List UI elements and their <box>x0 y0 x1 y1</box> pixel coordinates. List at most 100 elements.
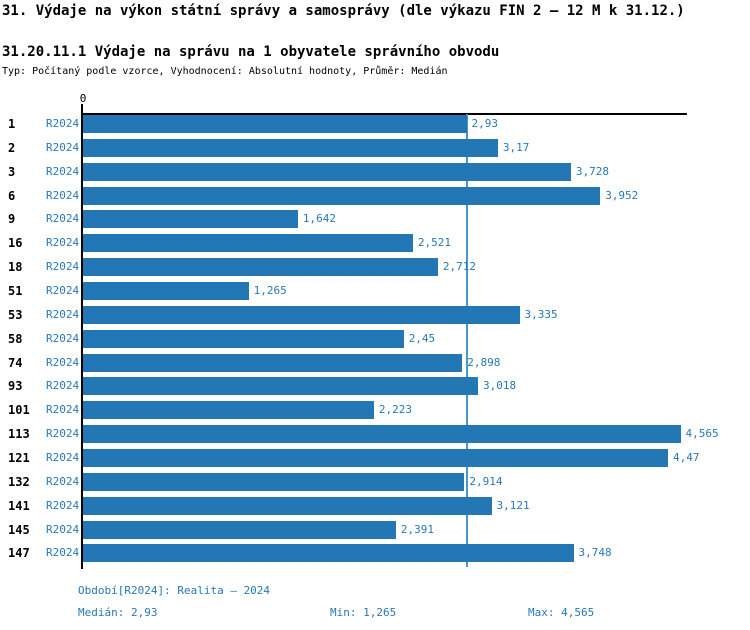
series-label: R2024 <box>46 260 80 274</box>
bar-row: 141 R2024 3,121 <box>0 496 750 515</box>
bar[interactable] <box>83 353 463 372</box>
series-label: R2024 <box>46 379 80 393</box>
bar[interactable] <box>83 210 298 229</box>
series-label: R2024 <box>46 188 80 202</box>
bar[interactable] <box>83 329 404 348</box>
row-category-label: 132 <box>8 474 30 489</box>
series-label: R2024 <box>46 117 80 130</box>
series-label: R2024 <box>46 331 80 345</box>
bar-row: 147 R2024 3,748 <box>0 544 750 563</box>
bar[interactable] <box>83 162 571 181</box>
median-reference-line <box>465 114 468 567</box>
bar-value-label: 4,565 <box>685 427 719 441</box>
bar-row: 6 R2024 3,952 <box>0 186 750 205</box>
series-label: R2024 <box>46 546 80 560</box>
row-category-label: 6 <box>8 188 16 203</box>
chart-meta-line: Typ: Počítaný podle vzorce, Vyhodnocení:… <box>2 66 448 77</box>
bar-row: 3 R2024 3,728 <box>0 162 750 181</box>
row-category-label: 2 <box>8 140 16 155</box>
row-category-label: 74 <box>8 355 23 370</box>
series-label: R2024 <box>46 140 80 154</box>
series-label: R2024 <box>46 498 80 512</box>
bar[interactable] <box>83 472 465 491</box>
row-category-label: 18 <box>8 260 23 275</box>
bar[interactable] <box>83 138 498 157</box>
bar-row: 2 R2024 3,17 <box>0 138 750 157</box>
row-category-label: 121 <box>8 450 30 465</box>
series-label: R2024 <box>46 236 80 250</box>
bar-row: 113 R2024 4,565 <box>0 425 750 444</box>
bar[interactable] <box>83 115 467 133</box>
bar[interactable] <box>83 282 249 300</box>
bar[interactable] <box>83 544 574 563</box>
bar[interactable] <box>83 258 438 277</box>
page-title: 31. Výdaje na výkon státní správy a samo… <box>2 3 685 19</box>
row-category-label: 9 <box>8 212 16 227</box>
bar-value-label: 2,391 <box>400 522 435 536</box>
bar-value-label: 3,748 <box>578 546 612 560</box>
x-axis-zero-tick-label: 0 <box>79 92 87 105</box>
bar-value-label: 3,335 <box>524 307 558 321</box>
bar[interactable] <box>83 377 478 396</box>
row-category-label: 93 <box>8 379 23 394</box>
series-label: R2024 <box>46 212 80 226</box>
series-label: R2024 <box>46 355 80 369</box>
series-label: R2024 <box>46 474 80 488</box>
bar-value-label: 2,521 <box>417 236 452 250</box>
bar[interactable] <box>83 496 492 515</box>
bar[interactable] <box>83 401 374 420</box>
bar-row: 18 R2024 2,712 <box>0 258 750 277</box>
bar-value-label: 3,17 <box>502 140 530 154</box>
footer-min-label: Min: 1,265 <box>330 606 397 619</box>
bar[interactable] <box>83 520 396 539</box>
chart-subtitle: 31.20.11.1 Výdaje na správu na 1 obyvate… <box>2 44 500 60</box>
row-category-label: 101 <box>8 403 30 418</box>
row-category-label: 58 <box>8 331 23 346</box>
series-label: R2024 <box>46 450 80 464</box>
bar-row: 101 R2024 2,223 <box>0 401 750 420</box>
bar-row: 121 R2024 4,47 <box>0 448 750 467</box>
bar-value-label: 2,914 <box>469 474 503 488</box>
bar-value-label: 3,018 <box>483 379 517 393</box>
bar-value-label: 2,93 <box>471 117 499 130</box>
bar-value-label: 1,265 <box>253 284 287 297</box>
bar-row: 9 R2024 1,642 <box>0 210 750 229</box>
bar-value-label: 3,952 <box>605 188 639 202</box>
series-label: R2024 <box>46 403 80 417</box>
bar-row: 16 R2024 2,521 <box>0 234 750 253</box>
bar-value-label: 2,223 <box>378 403 413 417</box>
bar[interactable] <box>83 448 668 467</box>
series-label: R2024 <box>46 522 80 536</box>
bar-value-label: 1,642 <box>302 212 337 226</box>
x-axis-line <box>81 113 687 115</box>
bar-value-label: 3,121 <box>496 498 530 512</box>
footer-median-label: Medián: 2,93 <box>78 606 158 619</box>
row-category-label: 53 <box>8 307 23 322</box>
row-category-label: 113 <box>8 427 30 442</box>
bar-row: 53 R2024 3,335 <box>0 305 750 324</box>
footer-period-label: Období[R2024]: Realita – 2024 <box>78 584 271 597</box>
bar-value-label: 2,712 <box>442 260 477 274</box>
series-label: R2024 <box>46 164 80 178</box>
series-label: R2024 <box>46 427 80 441</box>
bar-row: 74 R2024 2,898 <box>0 353 750 372</box>
row-category-label: 145 <box>8 522 30 537</box>
bar[interactable] <box>83 186 601 205</box>
row-category-label: 1 <box>8 117 16 131</box>
row-category-label: 3 <box>8 164 16 179</box>
bar-row: 1 R2024 2,93 <box>0 115 750 133</box>
bar[interactable] <box>83 425 681 444</box>
bar[interactable] <box>83 305 520 324</box>
bar-value-label: 3,728 <box>575 164 610 178</box>
bar-row: 93 R2024 3,018 <box>0 377 750 396</box>
bar-row: 145 R2024 2,391 <box>0 520 750 539</box>
bar-row: 132 R2024 2,914 <box>0 472 750 491</box>
row-category-label: 16 <box>8 236 23 251</box>
footer-max-label: Max: 4,565 <box>528 606 595 619</box>
bar-value-label: 4,47 <box>673 450 700 464</box>
bar[interactable] <box>83 234 413 253</box>
series-label: R2024 <box>46 307 80 321</box>
y-axis-line <box>81 104 83 569</box>
bar-value-label: 2,898 <box>467 355 501 369</box>
